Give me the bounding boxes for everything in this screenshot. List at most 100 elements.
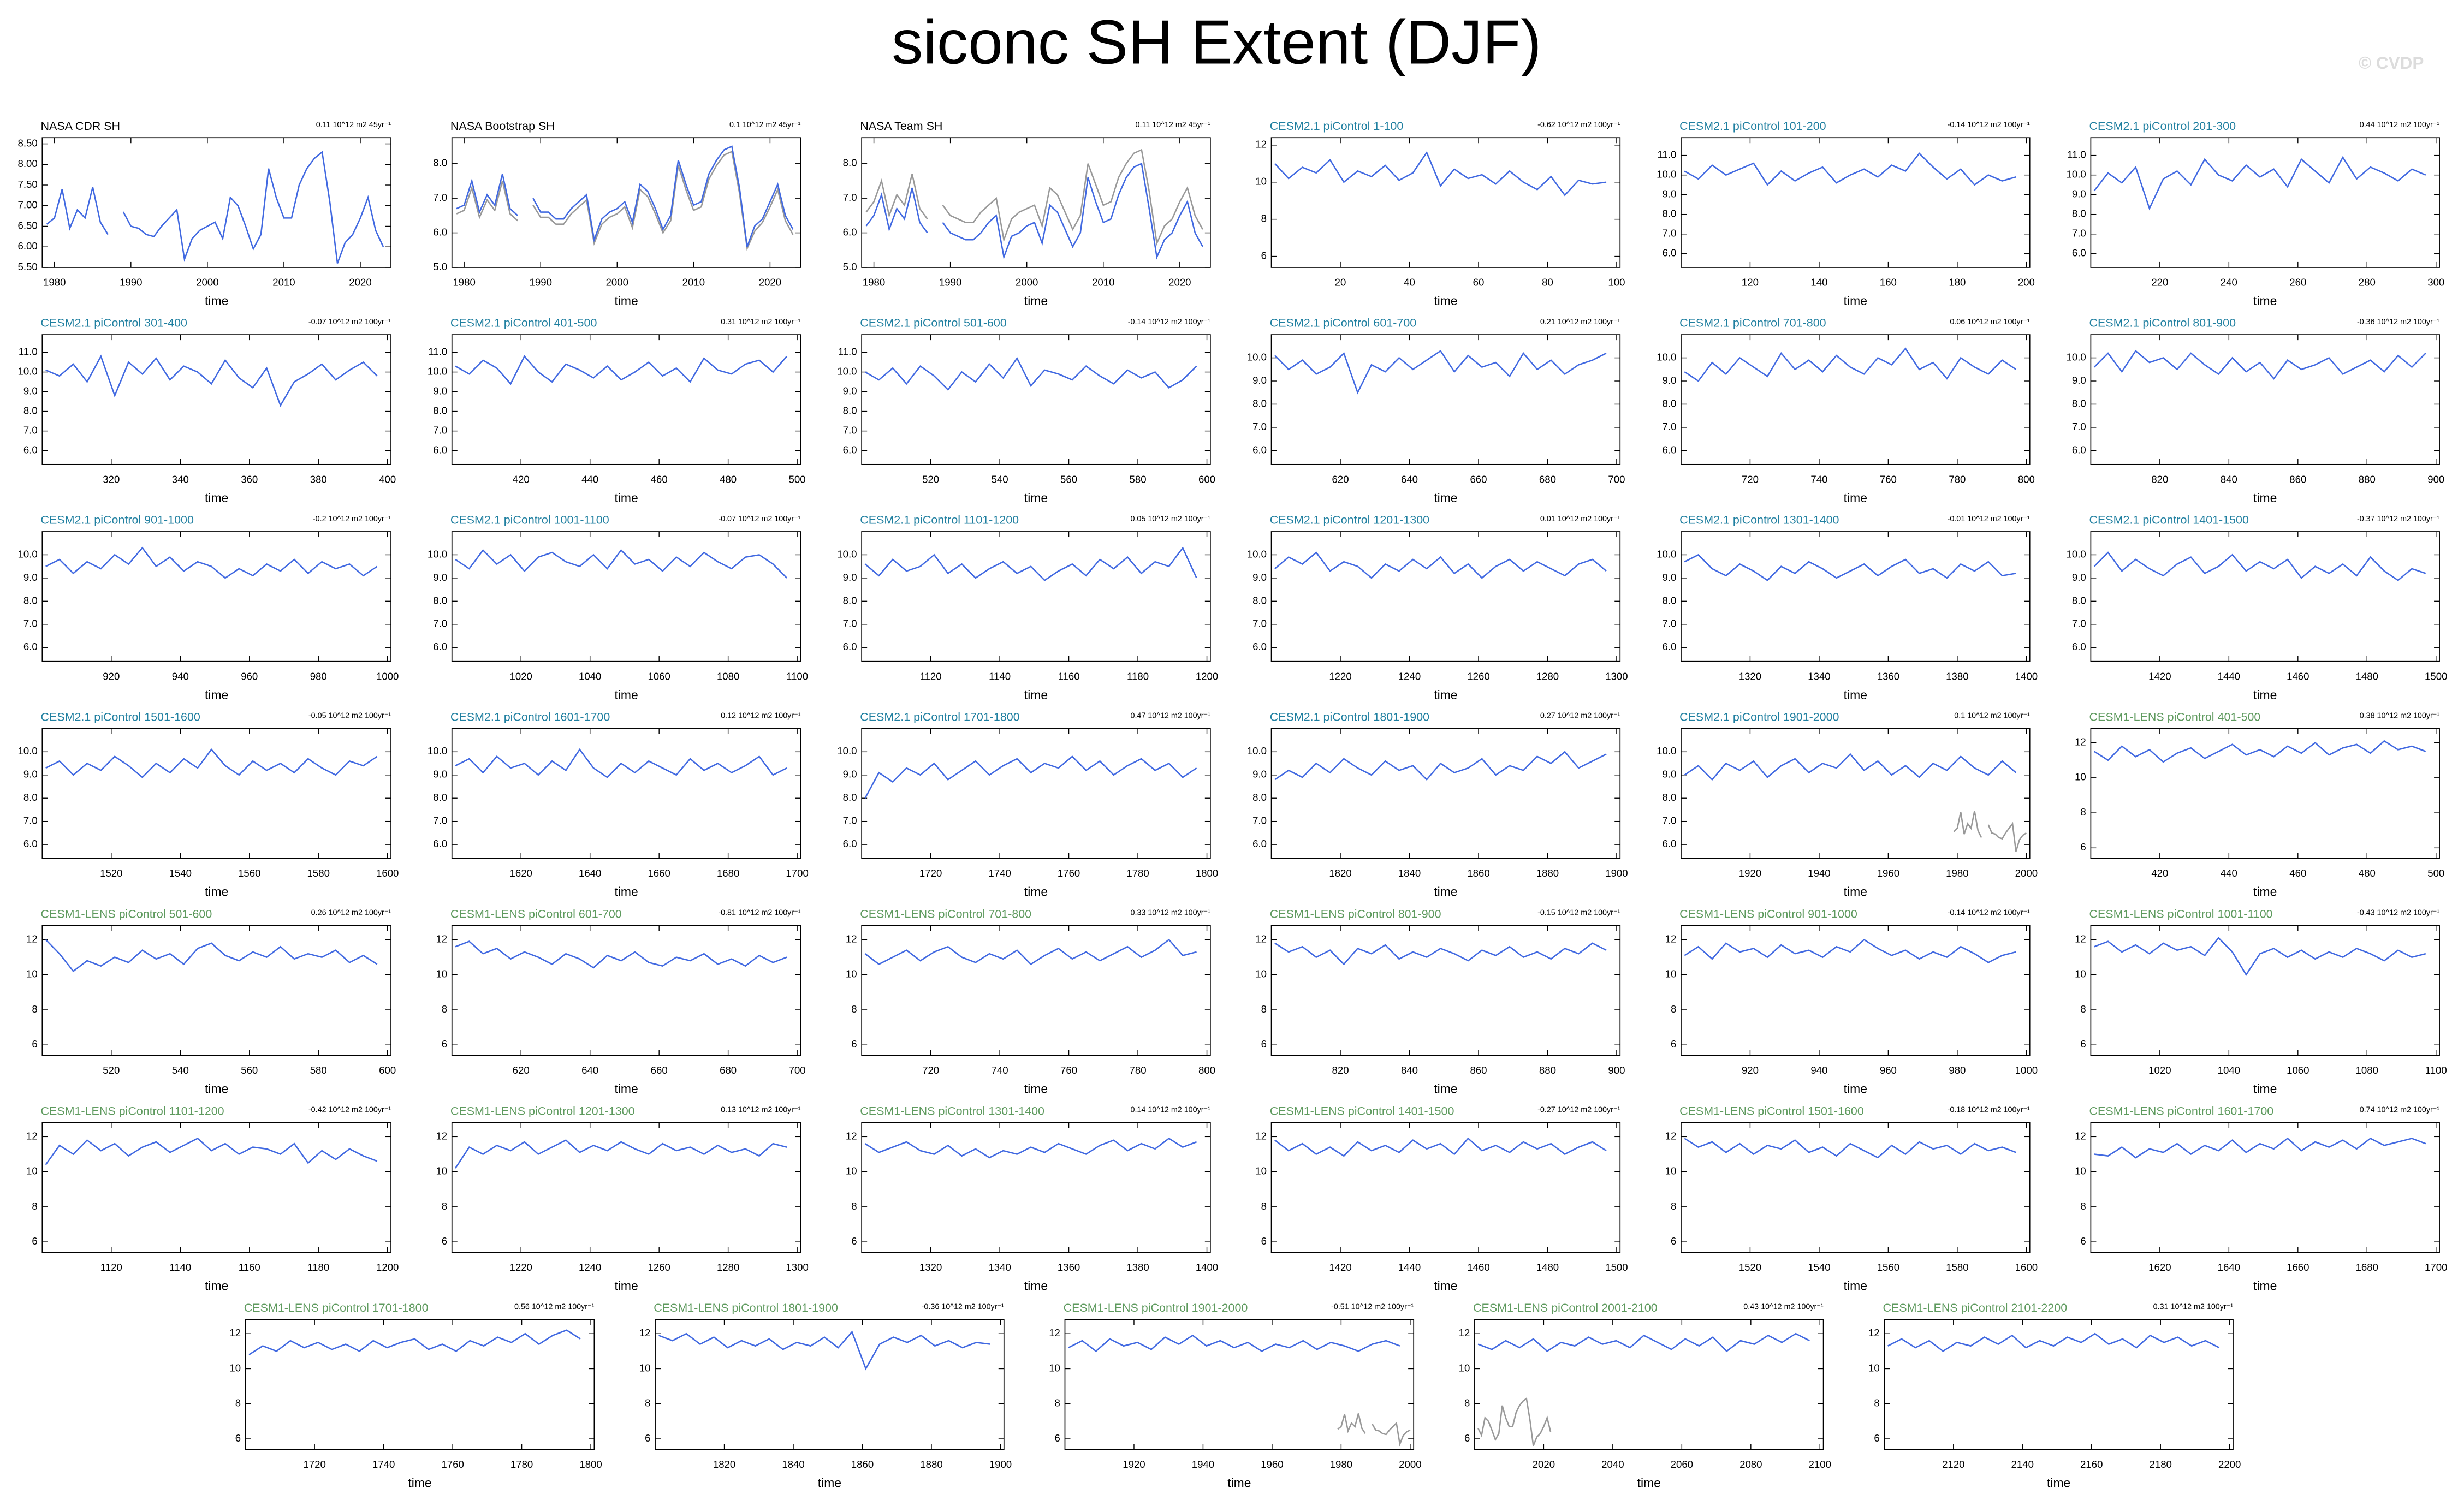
panel: 6 8 10 12 1620 1640 1660 1680 1700 CESM1-LENS piC… [2075, 1104, 2447, 1293]
panel: 6.0 7.0 8.0 9.0 10.0 1320 1340 1360 1380 1400 CESM… [1657, 514, 2038, 702]
y-tick-label: 6 [1671, 1038, 1676, 1050]
x-tick-label: 1800 [579, 1459, 602, 1470]
y-tick-label: 8 [2080, 806, 2086, 818]
trend-label: 0.11 10^12 m2 45yr⁻¹ [1136, 121, 1211, 129]
y-tick-label: 7.0 [2072, 618, 2086, 629]
plot-frame [1270, 334, 1621, 465]
x-tick-label: 1700 [786, 867, 808, 879]
x-axis-label: time [1024, 1082, 1048, 1096]
y-tick-label: 6 [1464, 1432, 1470, 1444]
y-tick-label: 7.0 [23, 815, 38, 826]
y-tick-label: 10.0 [18, 365, 38, 377]
y-tick-label: 6.0 [1663, 247, 1677, 259]
y-tick-label: 8.0 [1252, 397, 1267, 409]
x-tick-label: 1140 [989, 670, 1011, 682]
x-tick-label: 880 [1539, 1064, 1556, 1076]
x-tick-label: 1260 [648, 1261, 670, 1273]
y-tick-label: 6.0 [433, 838, 447, 849]
panel: 6 8 10 12 1420 1440 1460 1480 1500 CESM1-LENS piC… [1255, 1104, 1628, 1293]
x-tick-label: 940 [172, 670, 189, 682]
y-tick-label: 12 [26, 933, 38, 944]
plot-frame [451, 1122, 801, 1253]
y-tick-label: 9.0 [1663, 188, 1677, 200]
y-tick-label: 8.0 [843, 405, 857, 416]
x-tick-label: 1880 [920, 1459, 942, 1470]
trend-label: -0.01 10^12 m2 100yr⁻¹ [1948, 515, 2030, 523]
x-tick-label: 1900 [1605, 867, 1628, 879]
panel-title: CESM1-LENS piControl 1201-1300 [450, 1104, 635, 1117]
x-tick-label: 1840 [1398, 867, 1421, 879]
x-tick-label: 920 [1742, 1064, 1759, 1076]
y-tick-label: 8.0 [433, 594, 447, 606]
x-tick-label: 1560 [1877, 1261, 1899, 1273]
y-tick-label: 8.0 [1663, 208, 1677, 219]
data-line [455, 940, 787, 969]
panel-title: CESM1-LENS piControl 1101-1200 [40, 1104, 224, 1117]
y-tick-label: 10.0 [837, 365, 857, 377]
y-tick-label: 9.0 [1663, 572, 1677, 583]
x-axis-label: time [1434, 688, 1457, 702]
trend-label: 0.21 10^12 m2 100yr⁻¹ [1540, 318, 1620, 326]
y-tick-label: 11.0 [19, 346, 38, 357]
y-tick-label: 6.0 [843, 641, 857, 652]
x-tick-label: 540 [992, 473, 1008, 485]
y-tick-label: 7.0 [843, 618, 857, 629]
panel: 6.0 7.0 8.0 9.0 10.0 11.0 520 540 560 580 600 CESM2… [837, 317, 1215, 505]
x-tick-label: 560 [1060, 473, 1077, 485]
x-axis-label: time [2047, 1475, 2070, 1490]
y-tick-label: 6 [2080, 1235, 2086, 1247]
x-axis-label: time [205, 294, 228, 308]
y-tick-label: 7.0 [433, 815, 447, 826]
y-tick-label: 9.0 [843, 385, 857, 396]
x-tick-label: 1840 [782, 1459, 804, 1470]
trend-label: 0.74 10^12 m2 100yr⁻¹ [2360, 1106, 2440, 1115]
x-tick-label: 320 [103, 473, 120, 485]
y-tick-label: 8.00 [18, 158, 38, 169]
y-tick-label: 10.0 [1247, 548, 1267, 559]
data-line [2093, 156, 2426, 211]
x-tick-label: 2000 [606, 277, 628, 288]
x-tick-label: 840 [2221, 473, 2237, 485]
y-tick-label: 12 [1255, 933, 1267, 944]
plot-frame [861, 728, 1211, 859]
x-tick-label: 1920 [1739, 867, 1761, 879]
y-tick-label: 8.50 [18, 137, 38, 148]
trend-label: 0.33 10^12 m2 100yr⁻¹ [1130, 909, 1210, 918]
x-tick-label: 420 [2151, 867, 2168, 879]
x-tick-label: 2160 [2080, 1459, 2103, 1470]
x-tick-label: 1180 [307, 1261, 329, 1273]
x-axis-label: time [205, 688, 228, 702]
panel-title: CESM1-LENS piControl 1701-1800 [244, 1301, 429, 1314]
panel: 6 8 10 12 1820 1840 1860 1880 1900 CESM1-LENS piC… [639, 1301, 1012, 1490]
data-line [455, 549, 788, 579]
data-line [46, 151, 384, 264]
x-tick-label: 1480 [2356, 670, 2378, 682]
y-tick-label: 10 [2075, 968, 2086, 980]
x-tick-label: 960 [1880, 1064, 1897, 1076]
x-tick-label: 260 [2289, 277, 2306, 288]
y-tick-label: 11.0 [2067, 149, 2086, 160]
panel-title: CESM1-LENS piControl 1801-1900 [654, 1301, 838, 1314]
y-tick-label: 7.0 [1663, 618, 1677, 629]
data-line [865, 148, 1203, 246]
y-tick-label: 6.0 [843, 838, 857, 849]
panel-title: CESM1-LENS piControl 901-1000 [1679, 907, 1857, 920]
panel-title: CESM1-LENS piControl 1501-1600 [1679, 1104, 1864, 1117]
x-tick-label: 1460 [1467, 1261, 1489, 1273]
trend-label: -0.07 10^12 m2 100yr⁻¹ [718, 515, 800, 523]
data-line [45, 1137, 378, 1165]
panel-title: CESM1-LENS piControl 1301-1400 [860, 1104, 1044, 1117]
x-tick-label: 800 [1198, 1064, 1215, 1076]
data-line [1684, 753, 2017, 781]
plot-frame [451, 728, 801, 859]
y-tick-label: 7.00 [18, 199, 38, 211]
x-tick-label: 1280 [717, 1261, 739, 1273]
trend-label: -0.81 10^12 m2 100yr⁻¹ [718, 909, 800, 918]
x-tick-label: 2000 [196, 277, 218, 288]
x-axis-label: time [1844, 885, 1867, 899]
trend-label: -0.05 10^12 m2 100yr⁻¹ [308, 712, 391, 721]
plot-frame [2090, 531, 2440, 662]
y-tick-label: 8 [1261, 1003, 1267, 1015]
